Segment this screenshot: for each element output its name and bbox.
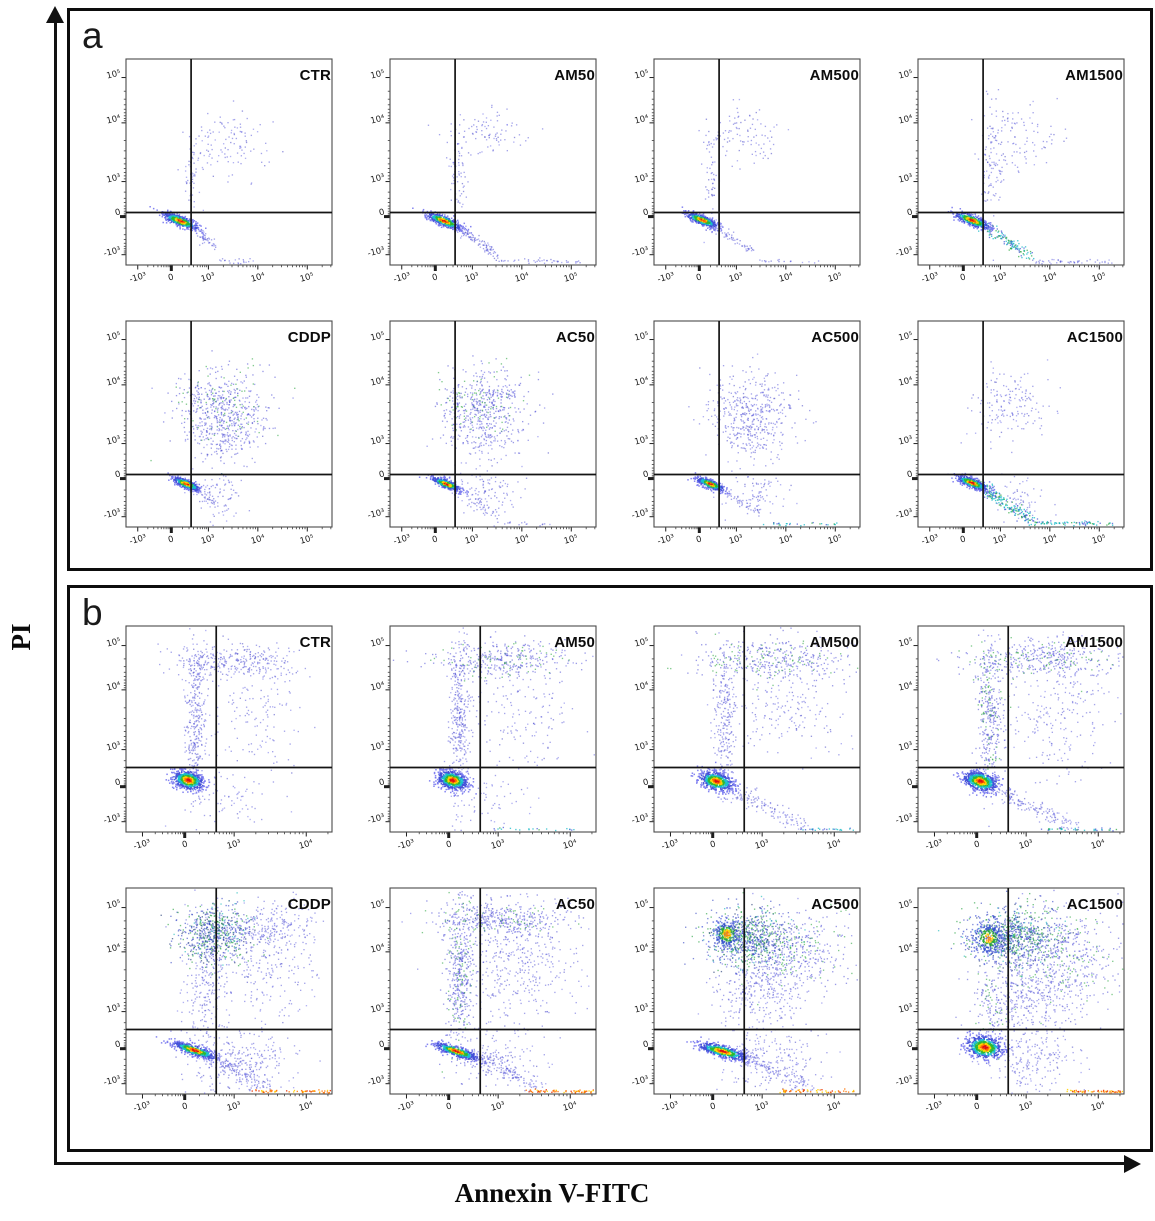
flow-panel-a-am1500: AM1500 10⁵ 10⁴ 10³ 0 -10³ -10³ 0 10³ 10⁴ 10⁵ — [882, 53, 1137, 297]
panel-condition-label: AM1500 — [1065, 634, 1123, 651]
scatter-plot-canvas — [882, 620, 1137, 864]
scatter-plot-canvas — [618, 53, 873, 297]
panel-a-letter: a — [82, 15, 103, 56]
scatter-plot-canvas — [882, 315, 1137, 559]
panel-condition-label: AC1500 — [1066, 329, 1123, 346]
panel-condition-label: AM50 — [554, 634, 595, 651]
flow-panel-b-am1500: AM1500 10⁵ 10⁴ 10³ 0 -10³ -10³ 0 10³ 10⁴ — [882, 620, 1137, 864]
panel-condition-label: CDDP — [287, 329, 331, 346]
flow-panel-b-ac50: AC50 10⁵ 10⁴ 10³ 0 -10³ -10³ 0 10³ 10⁴ — [354, 882, 609, 1126]
panel-condition-label: AM1500 — [1065, 67, 1123, 84]
scatter-plot-canvas — [618, 315, 873, 559]
panel-condition-label: AC50 — [555, 896, 595, 913]
panel-condition-label: CTR — [299, 634, 331, 651]
panel-condition-label: AC50 — [555, 329, 595, 346]
panel-condition-label: AC500 — [811, 896, 859, 913]
panel-condition-label: CTR — [299, 67, 331, 84]
x-axis-arrowhead-icon — [1124, 1155, 1141, 1173]
scatter-plot-canvas — [354, 882, 609, 1126]
scatter-plot-canvas — [90, 53, 345, 297]
panel-condition-label: AM500 — [809, 634, 859, 651]
panel-group-a: a CTR 10⁵ 10⁴ 10³ 0 -10³ -10³ 0 10³ 10⁴ 10⁵ AM50 10⁵… — [67, 8, 1153, 571]
panel-condition-label: AC1500 — [1066, 896, 1123, 913]
scatter-plot-canvas — [90, 882, 345, 1126]
scatter-plot-canvas — [354, 315, 609, 559]
scatter-plot-canvas — [354, 620, 609, 864]
flow-panel-b-am50: AM50 10⁵ 10⁴ 10³ 0 -10³ -10³ 0 10³ 10⁴ — [354, 620, 609, 864]
scatter-plot-canvas — [90, 315, 345, 559]
panel-grid-b: CTR 10⁵ 10⁴ 10³ 0 -10³ -10³ 0 10³ 10⁴ AM50 10⁵ 10⁴ 10… — [90, 620, 1137, 1126]
panel-condition-label: AC500 — [811, 329, 859, 346]
flow-panel-a-am500: AM500 10⁵ 10⁴ 10³ 0 -10³ -10³ 0 10³ 10⁴ 10⁵ — [618, 53, 873, 297]
flow-panel-a-ac1500: AC1500 10⁵ 10⁴ 10³ 0 -10³ -10³ 0 10³ 10⁴ 10⁵ — [882, 315, 1137, 559]
flow-panel-b-ac500: AC500 10⁵ 10⁴ 10³ 0 -10³ -10³ 0 10³ 10⁴ — [618, 882, 873, 1126]
scatter-plot-canvas — [882, 882, 1137, 1126]
flow-panel-a-ac50: AC50 10⁵ 10⁴ 10³ 0 -10³ -10³ 0 10³ 10⁴ 10⁵ — [354, 315, 609, 559]
panel-grid-a: CTR 10⁵ 10⁴ 10³ 0 -10³ -10³ 0 10³ 10⁴ 10⁵ AM50 10⁵ 10… — [90, 53, 1137, 559]
flow-panel-a-ctr: CTR 10⁵ 10⁴ 10³ 0 -10³ -10³ 0 10³ 10⁴ 10⁵ — [90, 53, 345, 297]
flow-panel-a-cddp: CDDP 10⁵ 10⁴ 10³ 0 -10³ -10³ 0 10³ 10⁴ 10⁵ — [90, 315, 345, 559]
flow-panel-b-cddp: CDDP 10⁵ 10⁴ 10³ 0 -10³ -10³ 0 10³ 10⁴ — [90, 882, 345, 1126]
scatter-plot-canvas — [882, 53, 1137, 297]
scatter-plot-canvas — [90, 620, 345, 864]
panel-group-b: b CTR 10⁵ 10⁴ 10³ 0 -10³ -10³ 0 10³ 10⁴ AM50 10⁵ 10⁴… — [67, 585, 1153, 1152]
y-axis-arrow — [54, 22, 57, 1165]
flow-panel-b-ctr: CTR 10⁵ 10⁴ 10³ 0 -10³ -10³ 0 10³ 10⁴ — [90, 620, 345, 864]
flow-panel-a-ac500: AC500 10⁵ 10⁴ 10³ 0 -10³ -10³ 0 10³ 10⁴ 10⁵ — [618, 315, 873, 559]
scatter-plot-canvas — [618, 882, 873, 1126]
scatter-plot-canvas — [354, 53, 609, 297]
flow-panel-b-am500: AM500 10⁵ 10⁴ 10³ 0 -10³ -10³ 0 10³ 10⁴ — [618, 620, 873, 864]
flow-panel-a-am50: AM50 10⁵ 10⁴ 10³ 0 -10³ -10³ 0 10³ 10⁴ 10⁵ — [354, 53, 609, 297]
y-axis-arrowhead-icon — [46, 6, 64, 23]
panel-condition-label: AM500 — [809, 67, 859, 84]
panel-b-letter: b — [82, 592, 103, 633]
y-axis-label: PI — [6, 623, 36, 651]
panel-condition-label: AM50 — [554, 67, 595, 84]
flow-panel-b-ac1500: AC1500 10⁵ 10⁴ 10³ 0 -10³ -10³ 0 10³ 10⁴ — [882, 882, 1137, 1126]
x-axis-arrow — [55, 1162, 1125, 1165]
x-axis-label: Annexin V-FITC — [454, 1178, 650, 1208]
scatter-plot-canvas — [618, 620, 873, 864]
panel-condition-label: CDDP — [287, 896, 331, 913]
